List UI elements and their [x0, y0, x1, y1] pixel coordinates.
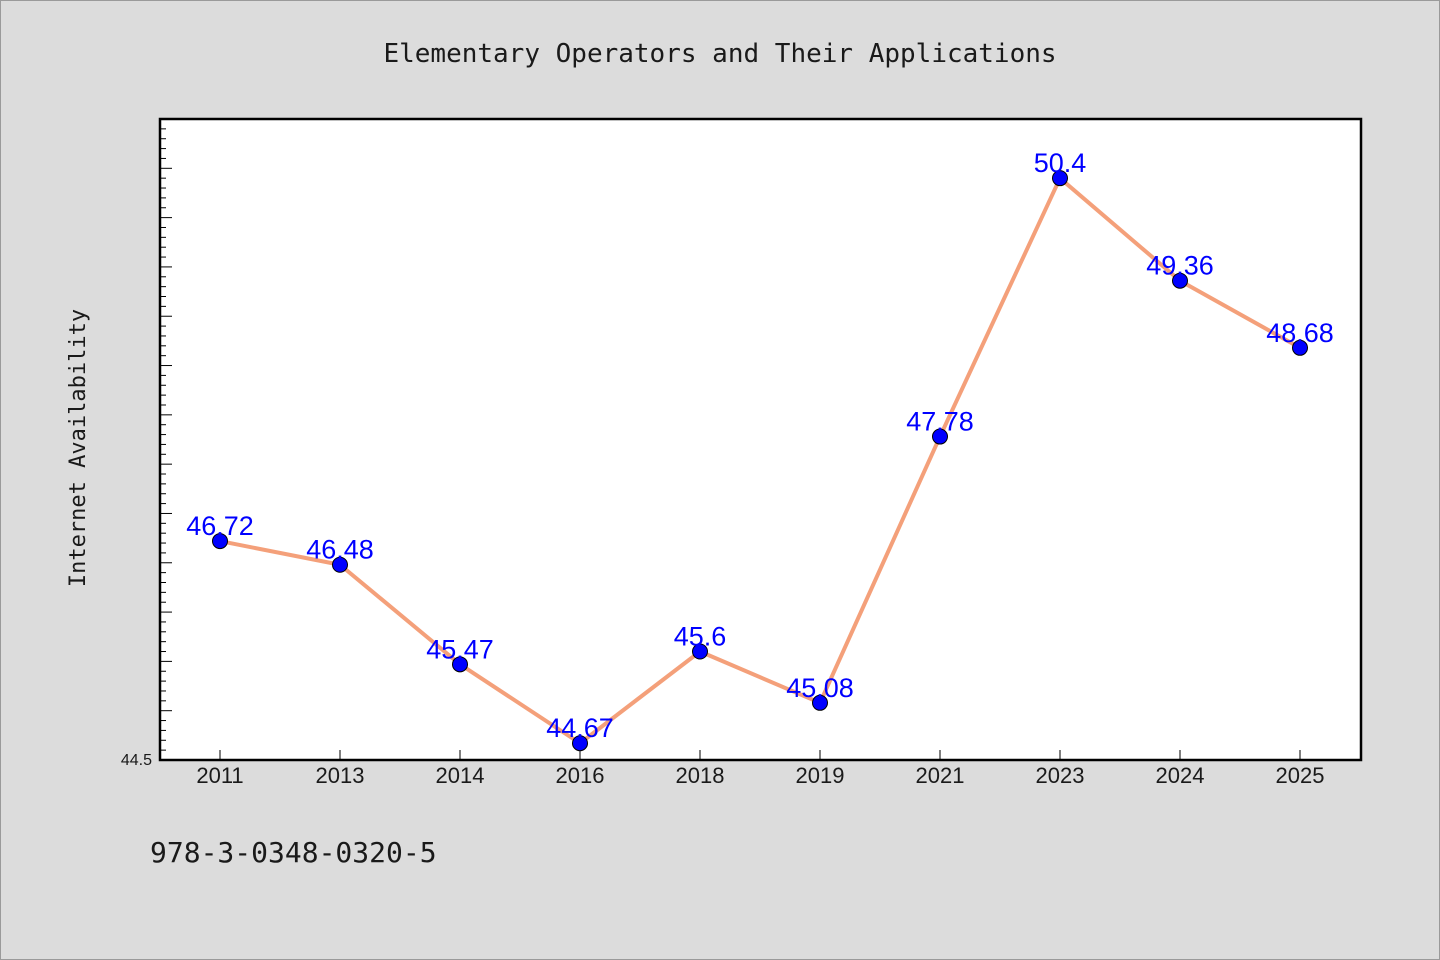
data-point [572, 735, 588, 752]
data-label: 48.68 [1266, 318, 1334, 348]
x-tick-label: 2024 [1156, 763, 1205, 788]
data-label: 44.67 [546, 713, 614, 743]
data-point [332, 556, 348, 573]
data-label: 49.36 [1146, 251, 1214, 281]
x-tick-label: 2011 [196, 763, 243, 788]
data-point [452, 656, 468, 673]
data-label: 45.08 [786, 673, 854, 703]
x-tick-label: 2019 [796, 763, 845, 788]
data-point [692, 643, 708, 660]
x-tick-labels: 2011 2013 2014 2016 2018 2019 2021 2023 2024 2025 [196, 763, 1324, 788]
data-label: 45.6 [674, 622, 727, 652]
data-point [1052, 170, 1068, 187]
data-label: 46.72 [186, 511, 254, 541]
plot-border [158, 117, 1363, 762]
y-axis-label: Internet Availability [66, 309, 91, 587]
data-point [1292, 339, 1308, 356]
series-markers [212, 170, 1308, 752]
data-label: 45.47 [426, 634, 494, 664]
series-line [219, 176, 1301, 746]
plot-area [160, 119, 1361, 760]
y-tick-labels: 44.5 [121, 752, 152, 769]
chart-title: Elementary Operators and Their Applicati… [383, 39, 1056, 69]
data-label: 50.4 [1034, 148, 1087, 178]
data-label: 47.78 [906, 407, 974, 437]
data-point [932, 428, 948, 445]
data-point [1172, 272, 1188, 289]
x-tick-label: 2013 [316, 763, 365, 788]
data-label: 46.48 [306, 535, 374, 565]
x-tick-label: 2023 [1036, 763, 1085, 788]
x-tick-label: 2025 [1276, 763, 1325, 788]
y-tick-label: 44.5 [121, 752, 152, 769]
data-point [212, 533, 228, 550]
isbn-footer: 978-3-0348-0320-5 [150, 836, 437, 869]
x-tick-label: 2018 [676, 763, 725, 788]
data-point [812, 694, 828, 711]
data-labels: 46.72 46.48 45.47 44.67 45.6 45.08 47.78 50.4 49… [186, 148, 1334, 743]
x-tick-label: 2016 [556, 763, 605, 788]
x-tick-label: 2014 [436, 763, 485, 788]
x-tick-label: 2021 [916, 763, 965, 788]
